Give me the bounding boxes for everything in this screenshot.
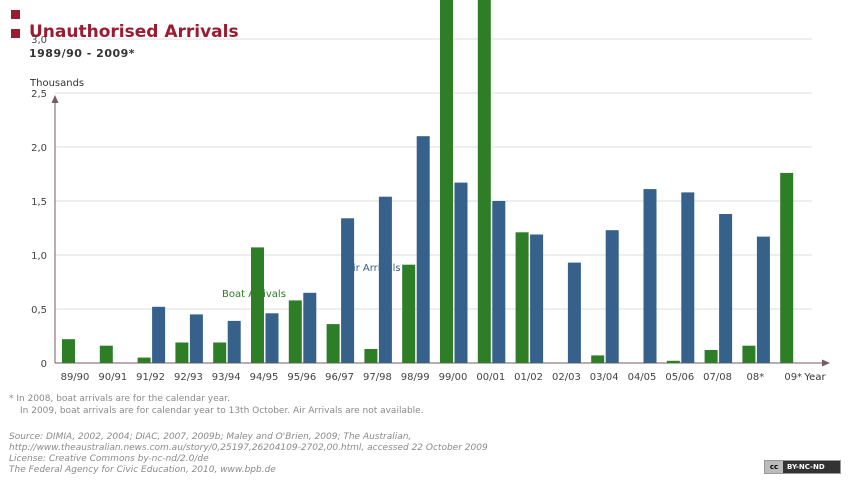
y-tick-label: 2,0 — [31, 143, 47, 154]
x-tick-label: 08* — [747, 372, 765, 383]
bar-air — [756, 236, 770, 363]
bar-boat — [704, 350, 718, 363]
x-tick-label: 07/08 — [703, 372, 732, 383]
bar-boat — [288, 300, 302, 363]
bar-boat — [742, 345, 756, 363]
cc-license-badge[interactable]: cc BY-NC-ND — [764, 460, 841, 474]
bar-air — [605, 230, 619, 363]
bar-air — [719, 214, 733, 363]
x-tick-label: 05/06 — [665, 372, 694, 383]
bar-boat — [780, 172, 794, 363]
bar-air — [152, 306, 166, 363]
bar-air — [567, 262, 581, 363]
bar-air — [341, 218, 355, 363]
gridlines — [55, 38, 812, 310]
x-axis-arrow — [822, 359, 830, 367]
x-tick-label: 99/00 — [439, 372, 468, 383]
publisher-line: The Federal Agency for Civic Education, … — [9, 465, 276, 475]
bar-boat — [326, 324, 340, 363]
x-tick-label: 90/91 — [98, 372, 127, 383]
x-tick-label: 94/95 — [250, 372, 279, 383]
bar-boat — [175, 342, 189, 363]
bar-air — [681, 192, 695, 363]
series-labels: Boat Arrivals Air Arrivals — [222, 263, 401, 300]
y-tick-label: 1,0 — [31, 251, 47, 262]
bar-boat — [364, 349, 378, 363]
title-bullet — [11, 29, 20, 38]
bar-air — [492, 201, 506, 363]
bar-air — [416, 136, 430, 363]
x-tick-label: 89/90 — [61, 372, 90, 383]
footnote-1: * In 2008, boat arrivals are for the cal… — [9, 394, 230, 404]
footnote-asterisk: * — [9, 394, 17, 404]
bar-air — [189, 314, 203, 363]
x-tick-label: 98/99 — [401, 372, 430, 383]
bar-boat — [440, 0, 453, 363]
x-tick-label: 97/98 — [363, 372, 392, 383]
series-label-air: Air Arrivals — [346, 263, 401, 274]
bar-air — [265, 313, 279, 363]
x-tick-labels: 89/90 90/91 91/92 92/93 93/94 94/95 95/96 96/97… — [61, 372, 802, 383]
x-tick-label: 02/03 — [552, 372, 581, 383]
bar-air — [454, 182, 468, 363]
cc-icon: cc — [765, 461, 783, 473]
series-label-boat: Boat Arrivals — [222, 289, 286, 300]
footnote-text-1: In 2008, boat arrivals are for the calen… — [16, 394, 230, 404]
x-tick-label: 92/93 — [174, 372, 203, 383]
bar-boat — [402, 264, 416, 363]
bar-boat — [251, 247, 264, 363]
cc-badge-text: BY-NC-ND — [787, 463, 825, 471]
bar-air — [227, 320, 241, 363]
bar-boat — [99, 345, 113, 363]
x-tick-label: 91/92 — [136, 372, 165, 383]
bar-boat — [137, 357, 151, 363]
bar-air — [530, 234, 544, 363]
bars — [62, 0, 794, 363]
x-tick-label: 95/96 — [287, 372, 316, 383]
bar-air — [643, 189, 657, 363]
bar-boat — [477, 0, 491, 363]
x-tick-label: 09* — [784, 372, 802, 383]
x-tick-label: 01/02 — [514, 372, 543, 383]
y-axis-label: Thousands — [29, 78, 84, 89]
bar-air — [378, 196, 392, 363]
x-tick-label: 00/01 — [476, 372, 505, 383]
x-tick-label: 04/05 — [628, 372, 657, 383]
source-line-2: http://www.theaustralian.news.com.au/sto… — [9, 443, 488, 453]
bar-boat — [62, 339, 75, 363]
y-tick-label: 1,5 — [31, 197, 47, 208]
y-tick-label: 3,0 — [31, 35, 47, 46]
x-tick-label: 93/94 — [212, 372, 241, 383]
footnote-2: In 2009, boat arrivals are for calendar … — [20, 406, 424, 416]
x-tick-label: 03/04 — [590, 372, 619, 383]
bar-boat — [213, 342, 227, 363]
source-line-1: Source: DIMIA, 2002, 2004; DIAC, 2007, 2… — [9, 432, 412, 442]
bar-boat — [591, 355, 605, 363]
license-line: License: Creative Commons by-nc-nd/2.0/d… — [9, 454, 209, 464]
y-axis-arrow — [51, 95, 59, 103]
y-tick-label: 2,5 — [31, 89, 47, 100]
y-tick-label: 0 — [41, 359, 47, 370]
x-tick-label: 96/97 — [325, 372, 354, 383]
chart-title: Unauthorised Arrivals — [29, 22, 239, 42]
bar-boat — [515, 232, 529, 363]
bar-air — [303, 292, 317, 363]
title-bullet-small — [11, 10, 20, 19]
chart-subtitle: 1989/90 - 2009* — [29, 47, 136, 60]
y-tick-label: 0,5 — [31, 305, 47, 316]
bar-chart: 00,51,01,52,02,53,03,54,04,5ThousandsYea… — [29, 0, 830, 383]
bar-boat — [666, 360, 680, 363]
x-axis-label: Year — [803, 372, 826, 383]
